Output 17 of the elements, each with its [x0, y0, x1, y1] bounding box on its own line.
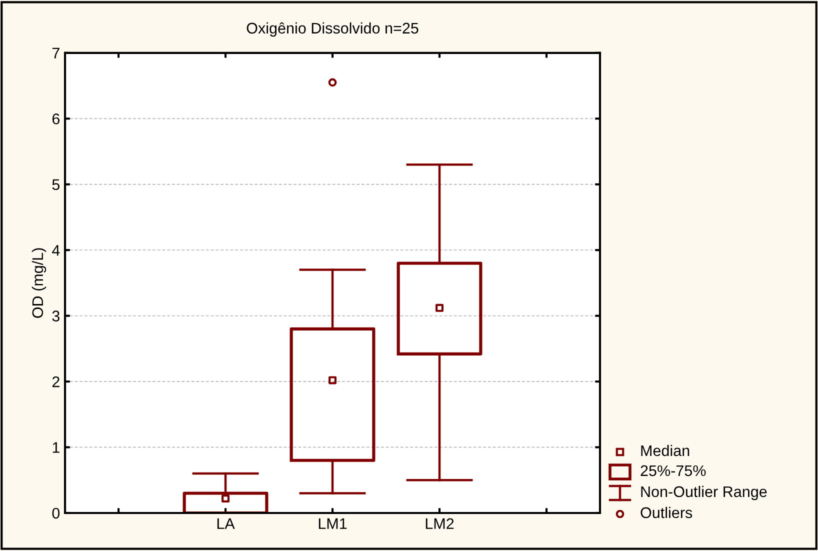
y-axis-title: OD (mg/L): [32, 248, 46, 318]
chart-title: Oxigênio Dissolvido n=25: [246, 22, 418, 37]
y-tick-label: 6: [52, 113, 60, 124]
y-tick-label: 1: [52, 442, 60, 453]
text: Median: [641, 444, 690, 456]
y-tick-label: 2: [52, 376, 60, 388]
x-tick-label: LA: [217, 518, 235, 529]
x-tick-label: LM2: [426, 518, 454, 529]
text: 25%-75%: [640, 465, 706, 476]
text: Non-Outlier Range: [641, 486, 767, 500]
y-tick-label: 7: [52, 48, 60, 58]
y-tick-label: 0: [52, 508, 60, 519]
y-tick-label: 3: [52, 310, 60, 322]
text: Outliers: [640, 506, 692, 518]
y-tick-label: 5: [52, 179, 60, 190]
x-tick-label: LM1: [318, 518, 347, 529]
y-tick-label: 4: [52, 245, 60, 256]
